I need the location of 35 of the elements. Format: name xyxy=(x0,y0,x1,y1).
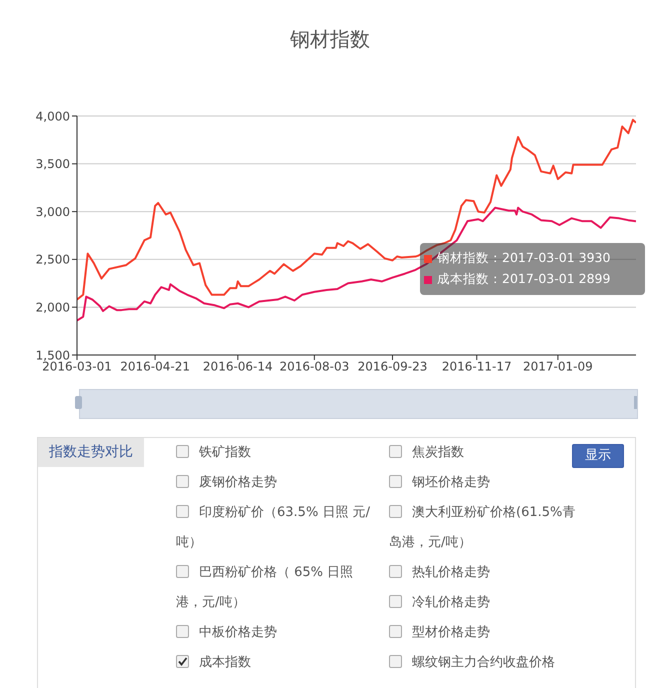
category-label: 铁矿指数 xyxy=(198,444,252,462)
category-label: 热轧价格走势 xyxy=(411,564,491,582)
category-label: 焦炭指数 xyxy=(412,445,464,460)
legend-label: 钢材指数 xyxy=(437,250,489,267)
category-label: 螺纹钢主力合约收盘价格 xyxy=(411,654,556,672)
x-tick-label: 2016-06-14 xyxy=(202,360,273,374)
category-label: 冷轧价格走势 xyxy=(411,594,491,612)
x-tick-label: 2016-03-01 xyxy=(42,360,112,374)
chart-title: 钢材指数 xyxy=(289,26,371,53)
x-tick-label: 2017-01-09 xyxy=(523,360,593,374)
y-tick-label: 3,500 xyxy=(36,157,70,172)
category-label: 型材价格走势 xyxy=(411,624,491,642)
y-tick-label: 2,500 xyxy=(36,252,70,267)
category-label: 印度粉矿价（63.5% 日照 元/吨） xyxy=(176,504,371,552)
legend-label: 成本指数 xyxy=(437,271,489,288)
annotation: ：2017-03-01 3930 xyxy=(489,250,610,267)
x-tick-label: 2016-04-21 xyxy=(120,360,190,374)
text: 显示 xyxy=(572,444,624,468)
category-label: 澳大利亚粉矿价格(61.5%青岛港，元/吨） xyxy=(389,504,576,552)
line-series xyxy=(77,118,636,301)
text: 指数走势对比 xyxy=(38,438,144,467)
category-label: 钢坯价格走势 xyxy=(411,474,491,492)
category-label: 废钢价格走势 xyxy=(198,474,278,492)
y-tick-label: 2,000 xyxy=(36,300,70,314)
annotation: ：2017-03-01 2899 xyxy=(489,271,610,288)
y-tick-label: 3,000 xyxy=(36,204,70,219)
category-label: 中板价格走势 xyxy=(198,624,278,642)
x-tick-label: 2016-09-23 xyxy=(358,360,428,374)
category-label: 成本指数 xyxy=(198,654,252,672)
y-tick-label: 4,000 xyxy=(36,109,70,124)
line-series xyxy=(77,206,636,322)
category-label: 巴西粉矿价格（ 65% 日照港，元/吨） xyxy=(176,564,354,612)
y-tick-label: 1,500 xyxy=(36,348,70,362)
x-tick-label: 2016-08-03 xyxy=(280,360,350,374)
x-tick-label: 2016-11-17 xyxy=(442,360,512,374)
